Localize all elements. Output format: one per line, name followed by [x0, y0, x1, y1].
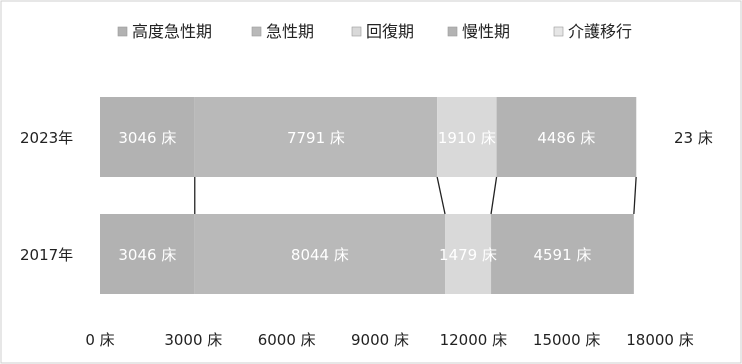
bar-2023-series-3: [496, 97, 637, 177]
legend-swatch: [447, 26, 458, 37]
category-labels: 2023年 2017年: [20, 129, 73, 264]
data-label: 7791 床: [287, 129, 345, 147]
legend-entry: 高度急性期: [132, 22, 212, 41]
x-axis: 0 床 3000 床 6000 床 9000 床 12000 床 15000 床 18000…: [85, 331, 693, 349]
x-tick-label: 0 床: [85, 331, 114, 349]
bar-2023-series-2: [437, 97, 497, 177]
legend-entry: 急性期: [266, 22, 314, 41]
data-label: 8044 床: [291, 246, 349, 264]
x-tick-label: 15000 床: [533, 331, 601, 349]
bar-2017-series-0: [100, 214, 195, 294]
legend: 高度急性期 急性期 回復期 慢性期 介護移行: [117, 22, 632, 41]
bar-2023-series-4: [636, 97, 637, 177]
bar-2023-series-0: [100, 97, 195, 177]
data-label: 3046 床: [118, 246, 176, 264]
category-label: 2017年: [20, 246, 73, 264]
bar-2017-series-1: [194, 214, 446, 294]
connector-line: [633, 176, 637, 215]
legend-swatch: [553, 26, 564, 37]
data-label: 4486 床: [537, 129, 595, 147]
legend-entry: 介護移行: [568, 22, 632, 41]
data-label: 23 床: [674, 129, 713, 147]
data-label: 4591 床: [533, 246, 591, 264]
x-tick-label: 9000 床: [351, 331, 409, 349]
data-label: 1910 床: [438, 129, 496, 147]
x-tick-label: 18000 床: [626, 331, 694, 349]
category-label: 2023年: [20, 129, 73, 147]
x-tick-label: 12000 床: [440, 331, 508, 349]
legend-swatch: [117, 26, 128, 37]
data-labels: 3046 床 7791 床 1910 床 4486 床 23 床 3046 床 8044 床…: [118, 129, 712, 264]
x-tick-label: 6000 床: [258, 331, 316, 349]
connector-lines: [194, 176, 637, 215]
bar-2017-series-2: [445, 214, 492, 294]
data-label: 3046 床: [118, 129, 176, 147]
data-label: 1479 床: [439, 246, 497, 264]
legend-swatch: [251, 26, 262, 37]
connector-line: [490, 176, 498, 215]
bar-2023-series-1: [194, 97, 438, 177]
legend-swatch: [351, 26, 362, 37]
x-tick-label: 3000 床: [164, 331, 222, 349]
legend-entry: 慢性期: [462, 22, 510, 41]
legend-entry: 回復期: [366, 22, 414, 41]
bar-2017-series-3: [491, 214, 634, 294]
bars: [100, 97, 637, 294]
connector-line: [436, 176, 446, 215]
